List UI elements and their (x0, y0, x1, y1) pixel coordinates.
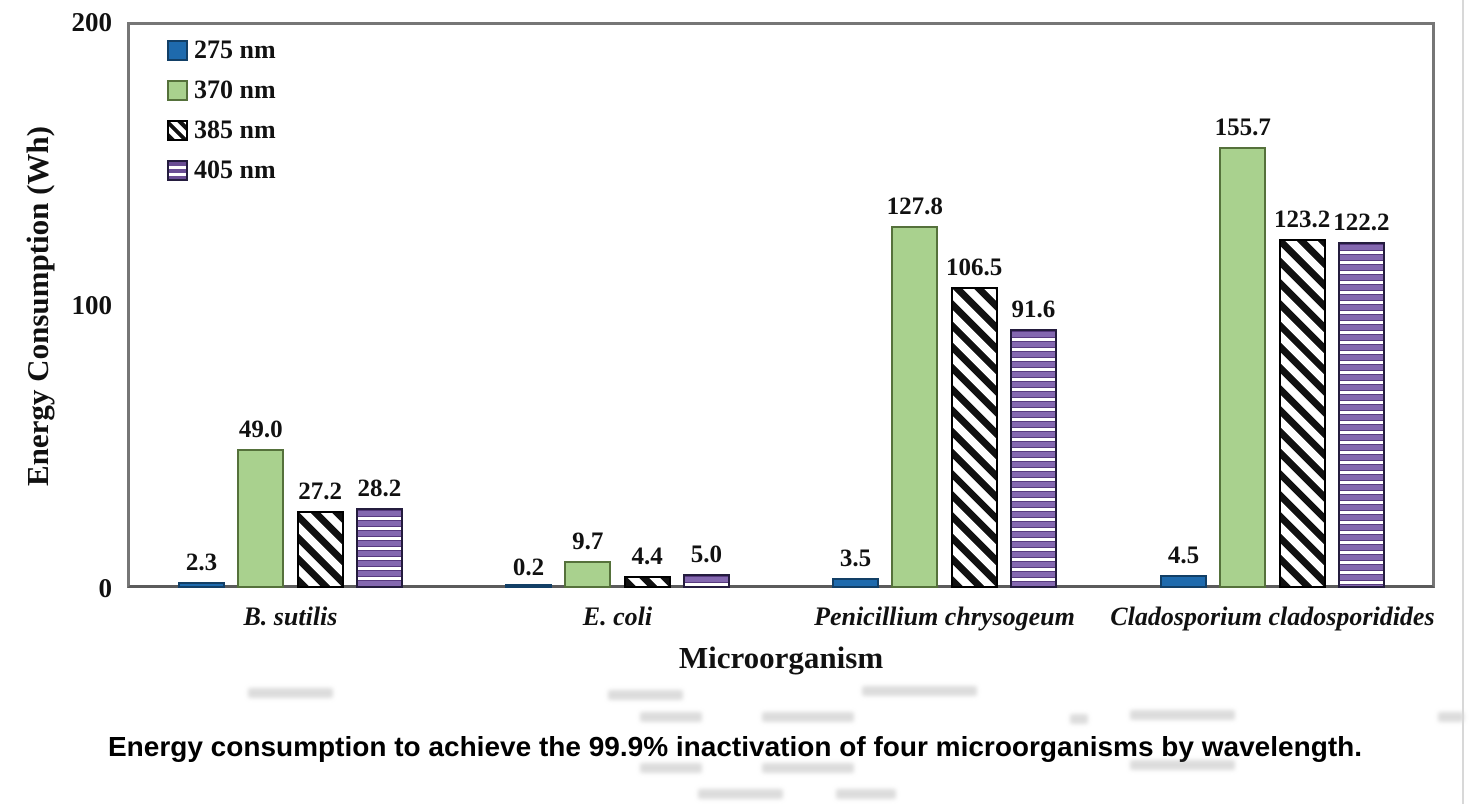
ghost-artifact (248, 688, 333, 698)
bar-value-label: 2.3 (185, 548, 218, 576)
bar-value-label: 155.7 (1214, 114, 1271, 142)
bar-370nm-4 (1219, 147, 1267, 588)
bar-value-label: 3.5 (839, 545, 872, 573)
bar-value-label: 5.0 (690, 540, 723, 568)
bar-value-label: 127.8 (886, 193, 943, 221)
bar-value-label: 4.5 (1167, 542, 1200, 570)
legend-swatch-solid-green-icon (167, 79, 188, 101)
bar-275nm-1 (178, 581, 225, 588)
figure-right-border (1462, 0, 1464, 804)
legend-item-370nm: 370 nm (167, 70, 276, 110)
ghost-artifact (640, 763, 702, 773)
legend-swatch-solid-blue-icon (167, 39, 188, 61)
legend-label: 405 nm (194, 155, 276, 184)
bar-value-label: 123.2 (1273, 206, 1331, 234)
x-category-label: Penicillium chrysogeum (814, 602, 1075, 631)
bar-value-label: 122.2 (1333, 209, 1390, 237)
bar-385nm-1 (296, 511, 344, 588)
ghost-artifact (608, 690, 683, 700)
bar-385nm-2 (623, 575, 671, 588)
legend-item-275nm: 275 nm (167, 30, 276, 70)
bar-value-label: 9.7 (572, 527, 604, 555)
bar-405nm-4 (1337, 242, 1385, 588)
legend-item-385nm: 385 nm (167, 110, 276, 150)
bar-value-label: 4.4 (631, 542, 663, 570)
ghost-artifact (836, 789, 896, 799)
bar-value-label: 91.6 (1011, 295, 1056, 323)
bar-385nm-4 (1278, 239, 1326, 588)
ghost-artifact (762, 712, 854, 722)
ghost-artifact (1130, 710, 1235, 720)
y-tick-label-200: 200 (71, 7, 113, 37)
legend-item-405nm: 405 nm (167, 150, 276, 190)
bar-405nm-1 (355, 508, 403, 588)
bar-value-label: 0.2 (512, 554, 545, 581)
bar-275nm-2 (505, 584, 552, 588)
plot-area-frame (127, 22, 1435, 588)
legend-label: 275 nm (194, 35, 276, 64)
bar-value-label: 28.2 (357, 475, 402, 503)
bar-value-label: 49.0 (238, 416, 283, 444)
legend-swatch-horizontal-stripes-icon (167, 159, 188, 181)
y-tick-label-0: 0 (98, 573, 113, 603)
bar-385nm-3 (950, 286, 998, 588)
bar-405nm-3 (1009, 328, 1057, 588)
x-category-label: Cladosporium cladosporidides (1110, 602, 1435, 631)
legend-label: 370 nm (194, 75, 276, 104)
bar-405nm-2 (682, 573, 730, 588)
bar-370nm-1 (237, 449, 285, 588)
ghost-artifact (762, 763, 854, 773)
x-axis-label: Microorganism (678, 640, 884, 675)
y-tick-label-100: 100 (71, 290, 113, 320)
ghost-artifact (1438, 712, 1464, 722)
bar-value-label: 27.2 (298, 478, 342, 506)
bar-value-label: 106.5 (945, 253, 1003, 281)
ghost-artifact (862, 686, 977, 696)
x-category-label: E. coli (582, 602, 653, 631)
figure-caption: Energy consumption to achieve the 99.9% … (107, 731, 1363, 762)
bar-370nm-2 (564, 560, 612, 588)
bar-275nm-4 (1160, 575, 1207, 588)
ghost-artifact (640, 712, 702, 722)
legend-label: 385 nm (194, 115, 276, 144)
bars-layer: 2.3 49.0 27.2 28.2 0.2 9.7 4.4 5.0 3.5 127.8 106.5… (127, 22, 1435, 588)
bar-275nm-3 (832, 578, 879, 588)
x-category-label: B. sutilis (243, 602, 338, 631)
ghost-artifact (1070, 714, 1088, 724)
chart-legend: 275 nm 370 nm 385 nm 405 nm (167, 30, 276, 190)
ghost-artifact (1130, 760, 1235, 770)
ghost-artifact (698, 789, 783, 799)
legend-swatch-diagonal-hatch-icon (167, 119, 188, 141)
bar-370nm-3 (891, 226, 939, 588)
